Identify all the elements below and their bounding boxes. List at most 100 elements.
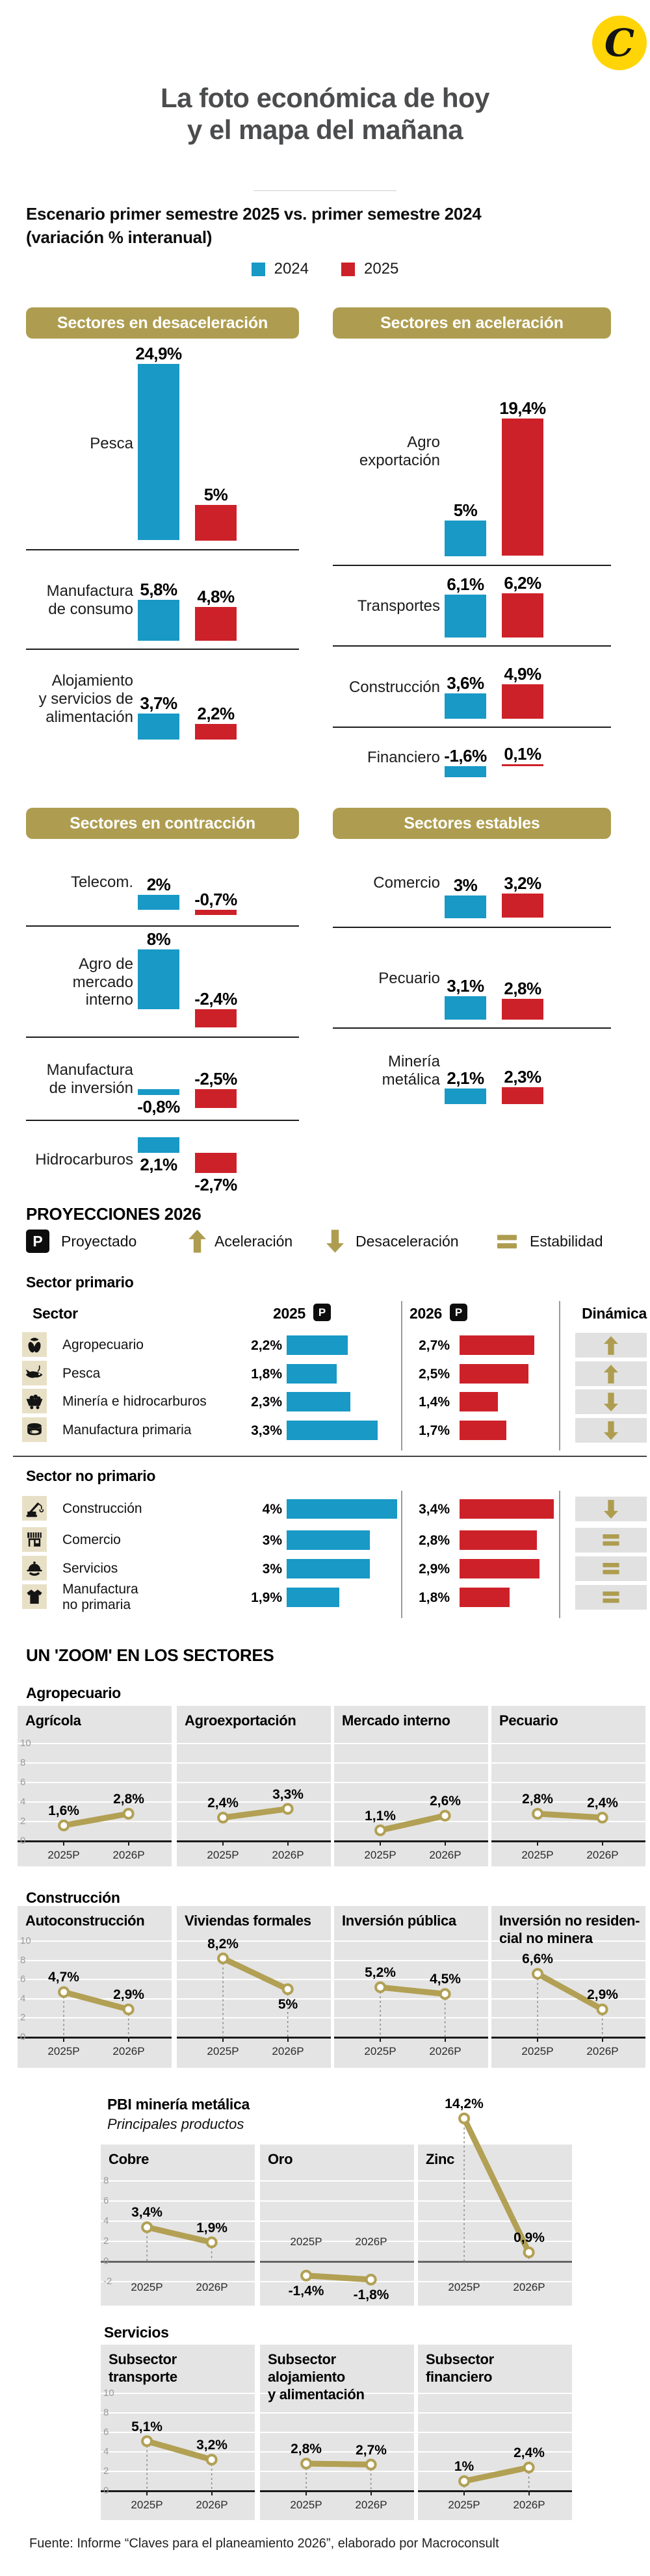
point-value-label: 2,4% [587, 1796, 618, 1810]
column-divider [401, 1301, 402, 1450]
gridline [177, 1801, 331, 1803]
slope-group-heading: Construcción [26, 1889, 120, 1906]
slope-group-heading: Agropecuario [26, 1684, 121, 1701]
zero-axis-line [491, 2037, 645, 2039]
point-value-label: 2,6% [430, 1794, 461, 1809]
value-2026: 2,5% [419, 1367, 450, 1382]
slope-line-svg [458, 2112, 535, 2261]
sector-row-label: Pesca [26, 339, 137, 549]
y-tick-label: 8 [103, 2175, 109, 2186]
point-value-label: 14,2% [445, 2096, 484, 2111]
slope-panel-title: Inversión no residen- cial no minera [499, 1913, 640, 1946]
slope-panel-title: Viviendas formales [185, 1913, 311, 1929]
x-axis-label: 2025P [364, 1849, 396, 1861]
sector-row: Telecom. 2% -0,7% [26, 839, 299, 925]
sector-icon-box [22, 1361, 47, 1385]
p-badge-icon: P [26, 1230, 49, 1253]
bar-2025 [287, 1559, 370, 1578]
table-row-label: Servicios [62, 1556, 238, 1582]
value-label-2025: -2,4% [194, 989, 237, 1009]
slope-panel-title: Pecuario [499, 1712, 558, 1729]
x-axis-label: 2025P [131, 2499, 163, 2511]
sector-row-label: Pecuario [333, 928, 444, 1029]
legend-item-label: Desaceleración [356, 1233, 459, 1250]
trend-line [537, 1810, 603, 1821]
gridline [177, 1762, 331, 1764]
slope-panel: 10 8 6 4 2 0 4,7% 2,9% 2025P 2026P Autoconstrucció… [18, 1906, 172, 2068]
x-axis-label: 2025P [47, 2045, 80, 2057]
slope-panel-title: Subsector financiero [426, 2351, 494, 2385]
sector-name: Pesca [62, 1366, 101, 1382]
value-2025: 3,3% [251, 1423, 282, 1438]
p-badge-icon: P [313, 1304, 331, 1321]
dynamic-indicator-box [575, 1389, 647, 1414]
slope-line-svg [58, 1808, 135, 1831]
el-comercio-logo: C [592, 16, 647, 70]
zero-axis-line [334, 1840, 488, 1842]
sector-name: Pecuario [378, 969, 440, 987]
stability-equals-icon [603, 1563, 619, 1575]
x-tick-mark [306, 2492, 307, 2495]
table-row-label: Manufactura primaria [62, 1417, 238, 1443]
equals-icon [497, 1235, 517, 1259]
gridline [334, 1960, 488, 1961]
y-tick-label: 8 [20, 1955, 26, 1966]
deceleration-arrow-icon [604, 1392, 618, 1411]
data-point [458, 2112, 471, 2124]
legend-label-2024: 2024 [274, 260, 309, 277]
legend-label-2025: 2025 [364, 260, 399, 277]
gridline [260, 2432, 414, 2433]
data-point [523, 2247, 535, 2259]
slope-line-svg [141, 2221, 218, 2261]
series-legend: 2024 2025 [0, 260, 650, 278]
x-tick-mark [128, 1842, 129, 1846]
y-tick-label: -2 [103, 2276, 112, 2287]
gridline [334, 1940, 488, 1942]
sector-row: Construcción 3,6% 4,9% [333, 645, 611, 728]
x-tick-mark [63, 1842, 64, 1846]
x-tick-mark [380, 1842, 381, 1846]
gridline [101, 2200, 255, 2202]
bar-2026 [460, 1499, 554, 1519]
gridline [101, 2180, 255, 2182]
bar-2024 [445, 895, 486, 918]
value-2026: 3,4% [419, 1502, 450, 1517]
slope-panel-title: Inversión pública [342, 1913, 456, 1929]
x-tick-mark [528, 2492, 530, 2495]
dynamic-indicator-box [575, 1497, 647, 1521]
acceleration-arrow-icon [604, 1335, 618, 1355]
bar-2026 [460, 1421, 506, 1440]
table-row-label: Minería e hidrocarburos [62, 1389, 238, 1415]
zero-axis-line [260, 2490, 414, 2492]
x-axis-label: 2025P [290, 2235, 322, 2248]
value-label-2025: 19,4% [499, 398, 546, 418]
sector-name: Manufactura primaria [62, 1423, 192, 1438]
acceleration-arrow-icon [604, 1364, 618, 1384]
point-value-label: 2,8% [291, 2441, 322, 2456]
y-tick-label: 4 [103, 2215, 109, 2226]
gridline [18, 1979, 172, 1980]
trend-line [462, 2117, 532, 2254]
value-label-2025: 2,3% [504, 1067, 541, 1087]
gridline [177, 1782, 331, 1783]
sector-row-label: Agro exportación [333, 339, 444, 565]
slope-panel: 10 8 6 4 2 0 5,1% 3,2% 2025P 2026P Subsector trans… [101, 2345, 255, 2520]
x-axis-label: 2026P [513, 2499, 545, 2511]
sector-panel-band: Sectores en contracción [26, 808, 299, 839]
sector-name: Agropecuario [62, 1337, 144, 1353]
data-point [374, 1981, 387, 1994]
y-tick-label: 2 [20, 1816, 26, 1827]
gridline [260, 2412, 414, 2414]
bar-2025 [287, 1421, 378, 1440]
data-point [439, 1810, 451, 1822]
x-axis-label: 2025P [521, 1849, 554, 1861]
point-value-label: 2,8% [522, 1792, 553, 1807]
bar-2024 [138, 600, 179, 641]
bar-2024 [445, 521, 486, 556]
table-row-label: Comercio [62, 1527, 238, 1553]
x-axis-label: 2026P [586, 1849, 619, 1861]
point-value-label: 2,9% [113, 1987, 144, 2002]
data-point [300, 2458, 313, 2469]
table-row-label: Agropecuario [62, 1332, 238, 1358]
zero-axis-line [260, 2261, 414, 2263]
